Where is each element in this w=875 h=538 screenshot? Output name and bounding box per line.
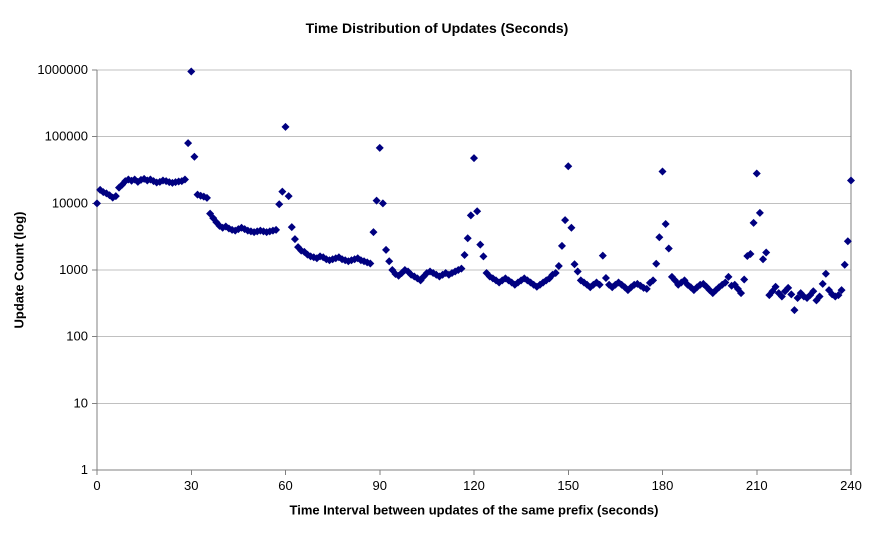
data-point-marker (476, 240, 485, 249)
x-tick-label: 150 (557, 478, 579, 493)
y-tick-label: 1 (81, 462, 88, 477)
data-point-marker (369, 228, 378, 237)
data-point-marker (815, 292, 824, 301)
data-point-marker (378, 199, 387, 208)
data-point-marker (787, 290, 796, 299)
data-point-marker (287, 223, 296, 232)
data-point-marker (190, 152, 199, 161)
x-tick-label: 0 (93, 478, 100, 493)
data-point-marker (570, 260, 579, 269)
x-tick-label: 240 (840, 478, 862, 493)
data-point-marker (762, 248, 771, 257)
data-point-marker (366, 259, 375, 268)
x-tick-label: 60 (278, 478, 292, 493)
data-point-marker (573, 267, 582, 276)
data-point-marker (504, 276, 513, 285)
data-point-marker (661, 219, 670, 228)
data-point-marker (382, 245, 391, 254)
data-point-marker (93, 199, 101, 208)
data-point-marker (598, 251, 607, 260)
data-point-marker (721, 278, 730, 287)
data-point-marker (847, 176, 855, 185)
data-point-marker (737, 289, 746, 298)
data-point-marker (777, 292, 786, 301)
y-tick-label: 10 (74, 395, 88, 410)
data-point-marker (272, 225, 281, 234)
data-point-marker (793, 294, 802, 303)
data-point-marker (281, 122, 290, 131)
data-point-marker (655, 233, 664, 242)
data-point-marker (740, 275, 749, 284)
data-point-marker (561, 216, 570, 225)
data-point-marker (834, 291, 843, 300)
y-tick-label: 100000 (45, 129, 88, 144)
data-point-marker (746, 249, 755, 258)
data-point-marker (466, 211, 475, 220)
data-point-marker (755, 208, 764, 217)
data-point-marker (642, 284, 651, 293)
data-point-marker (818, 279, 827, 288)
data-point-marker (567, 223, 576, 232)
chart-title: Time Distribution of Updates (Seconds) (305, 20, 569, 36)
data-point-marker (463, 234, 472, 243)
data-point-marker (470, 154, 478, 163)
data-point-marker (479, 252, 488, 261)
data-point-marker (554, 261, 563, 270)
data-point-marker (843, 237, 852, 246)
y-tick-label: 1000000 (37, 62, 88, 77)
data-point-marker (290, 235, 299, 244)
data-point-marker (385, 257, 394, 266)
x-tick-label: 120 (463, 478, 485, 493)
data-point-marker (275, 200, 284, 209)
y-tick-label: 100 (66, 329, 88, 344)
data-point-marker (759, 255, 768, 264)
data-point-marker (303, 250, 312, 259)
data-point-marker (658, 167, 667, 176)
x-tick-label: 30 (184, 478, 198, 493)
data-point-marker (724, 272, 733, 281)
data-point-marker (278, 187, 287, 196)
data-point-marker (180, 175, 189, 184)
data-point-marker (771, 282, 780, 291)
x-tick-label: 180 (652, 478, 674, 493)
data-point-marker (837, 286, 846, 295)
data-point-marker (457, 264, 466, 273)
data-point-marker (284, 192, 293, 201)
data-point-marker (187, 67, 196, 76)
data-point-marker (749, 218, 758, 227)
data-point-marker (664, 244, 673, 253)
x-tick-label: 210 (746, 478, 768, 493)
data-point-marker (784, 283, 793, 292)
data-point-marker (840, 260, 849, 269)
data-point-marker (595, 280, 604, 289)
x-tick-label: 90 (373, 478, 387, 493)
data-point-marker (564, 162, 573, 171)
data-point-marker (821, 269, 830, 278)
data-point-marker (752, 169, 761, 178)
data-point-marker (111, 192, 120, 201)
y-tick-label: 1000 (59, 262, 88, 277)
data-point-marker (375, 143, 384, 152)
data-point-marker (202, 193, 211, 202)
data-point-marker (809, 287, 818, 296)
data-point-marker (460, 250, 469, 259)
x-axis-label: Time Interval between updates of the sam… (289, 502, 659, 518)
data-point-marker (372, 196, 381, 205)
data-point-marker (790, 306, 799, 315)
data-point-marker (601, 273, 610, 282)
data-point-marker (649, 276, 658, 285)
data-point-marker (473, 207, 482, 216)
data-point-marker (557, 241, 566, 250)
data-point-marker (551, 269, 560, 278)
y-tick-label: 10000 (52, 195, 88, 210)
data-point-marker (652, 259, 661, 268)
data-point-marker (184, 139, 193, 148)
